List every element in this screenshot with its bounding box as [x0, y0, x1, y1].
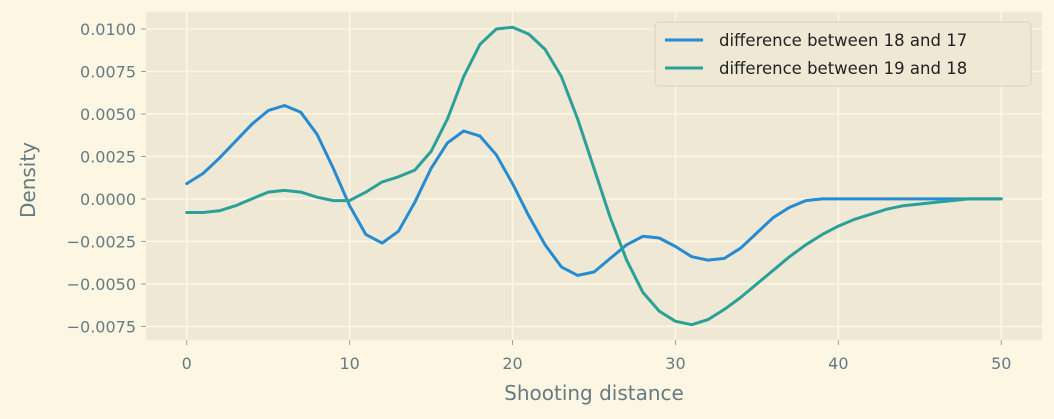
series-line-1 — [185, 104, 1003, 277]
x-tick-label: 40 — [828, 354, 848, 373]
legend-entry-label: difference between 18 and 17 — [719, 31, 967, 50]
y-tick-label: 0.0025 — [80, 147, 136, 166]
y-tick-label: 0.0075 — [80, 62, 136, 81]
x-axis-ticks: 0 10 20 30 40 50 — [182, 340, 1011, 373]
x-tick-label: 20 — [502, 354, 522, 373]
y-tick-label: 0.0000 — [80, 190, 136, 209]
y-tick-label: 0.0050 — [80, 105, 136, 124]
series-line-2 — [185, 25, 1003, 327]
legend-box — [654, 21, 1032, 87]
y-axis-label: Density — [16, 142, 40, 218]
x-tick-label: 30 — [665, 354, 685, 373]
x-tick-label: 0 — [182, 354, 192, 373]
legend: difference between 18 and 17 difference b… — [654, 21, 1032, 87]
y-tick-label: 0.0100 — [80, 20, 136, 39]
y-tick-label: −0.0025 — [67, 232, 136, 251]
y-tick-label: −0.0075 — [67, 317, 136, 336]
legend-entry-label: difference between 19 and 18 — [719, 59, 967, 78]
x-tick-label: 10 — [339, 354, 359, 373]
x-tick-label: 50 — [991, 354, 1011, 373]
series-lines — [185, 25, 1003, 327]
x-axis-label: Shooting distance — [504, 381, 684, 405]
y-axis-ticks: −0.0075 −0.0050 −0.0025 0.0000 0.0025 0.0050 0… — [67, 20, 146, 336]
y-tick-label: −0.0050 — [67, 275, 136, 294]
